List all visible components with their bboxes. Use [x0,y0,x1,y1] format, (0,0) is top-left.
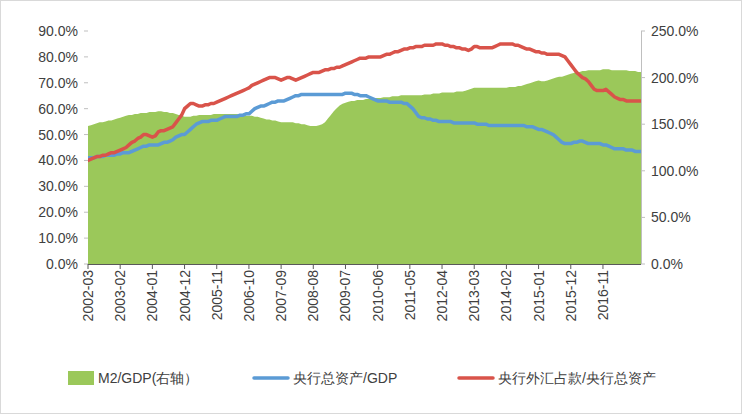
y-tick-label: 40.0% [38,152,78,168]
x-tick-label: 2015-12 [563,270,579,322]
x-tick-label: 2016-11 [595,270,611,321]
area-series [88,69,641,264]
y2-tick-label: 100.0% [651,163,698,179]
x-tick-label: 2003-02 [112,270,128,322]
x-tick [152,264,153,269]
y2-tick [641,77,645,78]
y2-tick-label: 150.0% [651,116,698,132]
y2-tick-label: 50.0% [651,209,691,225]
y2-tick-label: 0.0% [651,256,683,272]
x-tick-label: 2010-06 [370,270,386,322]
x-tick-label: 2009-07 [337,270,353,322]
line-series [88,44,641,161]
x-tick [281,264,282,269]
y-tick-label: 30.0% [38,178,78,194]
y-tick [84,160,88,161]
x-tick [345,264,346,269]
x-tick [313,264,314,269]
y-tick [84,238,88,239]
y-tick-label: 50.0% [38,127,78,143]
plot-marks [88,44,641,264]
y2-tick [641,124,645,125]
x-tick-label: 2005-11 [209,270,225,321]
y-tick [84,31,88,32]
line-series [88,93,641,158]
x-axis-line [88,264,641,265]
x-tick [506,264,507,269]
legend-label: M2/GDP(右轴） [98,370,198,386]
x-tick [409,264,410,269]
y2-tick [641,217,645,218]
x-tick [120,264,121,269]
x-tick-label: 2011-05 [402,270,418,321]
y-tick-label: 20.0% [38,204,78,220]
y2-tick-label: 250.0% [651,23,698,39]
y2-axis-line [641,31,642,264]
y-tick [84,56,88,57]
legend-label: 央行外汇占款/央行总资产 [498,370,656,386]
x-tick-label: 2007-09 [273,270,289,322]
x-tick [88,264,89,269]
x-tick [602,264,603,269]
x-tick [216,264,217,269]
y-tick-label: 70.0% [38,75,78,91]
y2-tick [641,264,645,265]
y-tick-label: 0.0% [46,256,78,272]
x-tick-label: 2004-12 [177,270,193,322]
legend-swatch [459,376,493,380]
y2-tick-label: 200.0% [651,70,698,86]
x-tick [474,264,475,269]
x-tick-label: 2004-01 [144,270,160,322]
chart: 0.0% 10.0% 20.0% 30.0% 40.0% 50.0% 60.0% 70.0% 8… [0,0,742,414]
y-tick [84,186,88,187]
chart-border [1,1,742,414]
y-tick-label: 60.0% [38,101,78,117]
legend-swatch [254,376,288,380]
x-tick [184,264,185,269]
y2-tick [641,170,645,171]
y-tick [84,82,88,83]
y-tick-label: 90.0% [38,23,78,39]
x-tick [248,264,249,269]
y-tick [84,264,88,265]
x-tick [538,264,539,269]
legend-swatch [68,371,94,385]
legend-label: 央行总资产/GDP [293,370,397,386]
x-tick-label: 2008-08 [305,270,321,322]
x-tick-label: 2013-03 [466,270,482,322]
y-tick [84,212,88,213]
x-tick-label: 2002-03 [80,270,96,322]
x-tick-label: 2006-10 [241,270,257,322]
y2-tick [641,31,645,32]
x-tick-label: 2015-01 [531,270,547,322]
x-tick-label: 2014-02 [498,270,514,322]
y-tick-label: 10.0% [38,230,78,246]
x-tick [570,264,571,269]
y-tick-label: 80.0% [38,49,78,65]
x-tick-label: 2012-04 [434,270,450,322]
x-tick [442,264,443,269]
y-tick [84,134,88,135]
x-tick [377,264,378,269]
y-tick [84,108,88,109]
